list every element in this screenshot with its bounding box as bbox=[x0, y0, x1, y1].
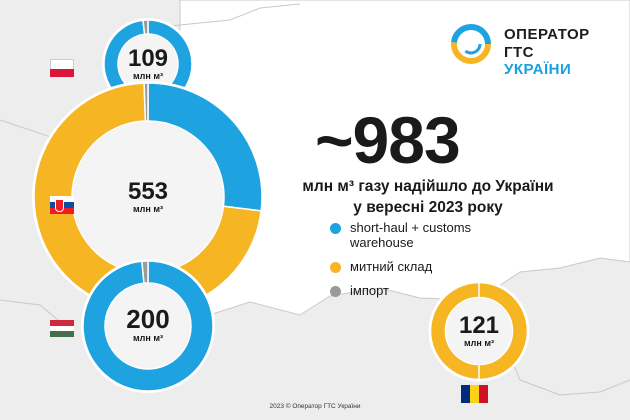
logo-accent: УКРАЇНИ bbox=[504, 61, 572, 78]
slice-hungary bbox=[141, 260, 149, 285]
legend-item-import: імпорт bbox=[330, 283, 530, 298]
donut-hole bbox=[105, 283, 191, 369]
slice-romania bbox=[429, 281, 529, 381]
legend-swatch bbox=[330, 262, 341, 273]
slovakia-flag bbox=[50, 196, 74, 214]
slice-poland bbox=[142, 19, 149, 36]
romania-flag bbox=[461, 385, 488, 403]
donut-total-label: 121 bbox=[459, 312, 499, 339]
subtitle-line1: млн м³ газу надійшло до України bbox=[302, 178, 554, 195]
legend-item-customs: митний склад bbox=[330, 259, 530, 274]
slovakia-coat-of-arms bbox=[55, 199, 64, 212]
border-line bbox=[149, 3, 301, 29]
subtitle: млн м³ газу надійшло до України у вересн… bbox=[268, 176, 588, 218]
legend-label: митний склад bbox=[350, 259, 433, 274]
logo-icon bbox=[451, 24, 491, 64]
slice-slovakia bbox=[143, 82, 149, 122]
donut-total-label: 109 bbox=[128, 45, 168, 72]
operator-logo: ОПЕРАТОР ГТС УКРАЇНИ bbox=[446, 20, 596, 78]
legend-label: short-haul + customs warehouse bbox=[350, 220, 472, 250]
hungary-flag bbox=[50, 320, 74, 337]
logo-text-line1: ОПЕРАТОР bbox=[504, 26, 590, 43]
donut-hole bbox=[446, 298, 512, 364]
donut-total-label: 200 bbox=[126, 304, 169, 334]
legend-label: імпорт bbox=[350, 283, 389, 298]
total-volume: ~983 bbox=[315, 103, 461, 177]
donut-unit-label: млн м³ bbox=[133, 333, 163, 343]
legend-swatch bbox=[330, 286, 341, 297]
donut-total-label: 553 bbox=[128, 178, 168, 205]
logo-text-line2: ГТС УКРАЇНИ bbox=[504, 44, 572, 78]
legend: short-haul + customs warehouse митний ск… bbox=[330, 220, 530, 307]
slice-hungary bbox=[82, 260, 214, 392]
footer-copyright: 2023 © Оператор ГТС України bbox=[269, 403, 361, 410]
subtitle-line2: у вересні 2023 року bbox=[353, 199, 503, 216]
poland-flag bbox=[50, 59, 74, 77]
donut-unit-label: млн м³ bbox=[133, 204, 163, 214]
legend-swatch bbox=[330, 223, 341, 234]
donut-unit-label: млн м³ bbox=[133, 71, 163, 81]
donut-unit-label: млн м³ bbox=[464, 338, 494, 348]
donut-hole bbox=[118, 34, 178, 94]
donut-hole bbox=[72, 121, 224, 273]
legend-item-short-haul: short-haul + customs warehouse bbox=[330, 220, 530, 250]
